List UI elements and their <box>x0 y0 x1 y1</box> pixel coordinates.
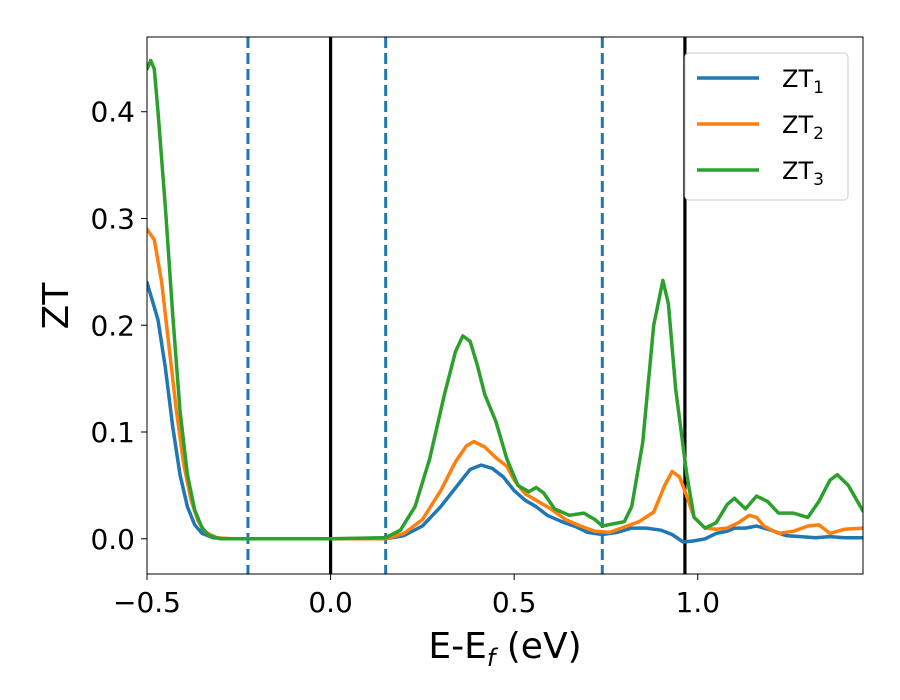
x-axis-title: E-Ef (eV) <box>428 626 581 672</box>
x-tick-label: 0.5 <box>492 586 537 619</box>
y-tick-label: 0.2 <box>90 309 135 342</box>
y-tick-label: 0.1 <box>90 416 135 449</box>
y-tick-label: 0.4 <box>90 96 135 129</box>
y-axis-title: ZT <box>36 282 77 330</box>
legend-label-zt2: ZT2 <box>782 111 824 144</box>
x-tick-label: 0.0 <box>308 586 353 619</box>
series-line-zt2 <box>147 227 863 541</box>
legend: ZT1 ZT2 ZT3 <box>684 52 849 201</box>
legend-label-zt1: ZT1 <box>782 65 824 98</box>
plot-area-frame <box>146 36 864 575</box>
x-tick-label: −0.5 <box>113 586 181 619</box>
x-axis: −0.5 0.0 0.5 1.0 <box>113 574 720 619</box>
series-line-zt1 <box>147 280 863 544</box>
reference-lines <box>246 37 687 574</box>
series-layer <box>147 58 863 544</box>
y-tick-label: 0.0 <box>90 523 135 556</box>
legend-label-zt3: ZT3 <box>782 157 824 190</box>
y-tick-label: 0.3 <box>90 202 135 235</box>
x-tick-label: 1.0 <box>676 586 721 619</box>
legend-box <box>684 52 849 201</box>
y-axis: 0.0 0.1 0.2 0.3 0.4 <box>90 96 147 556</box>
series-line-zt3 <box>147 58 863 541</box>
